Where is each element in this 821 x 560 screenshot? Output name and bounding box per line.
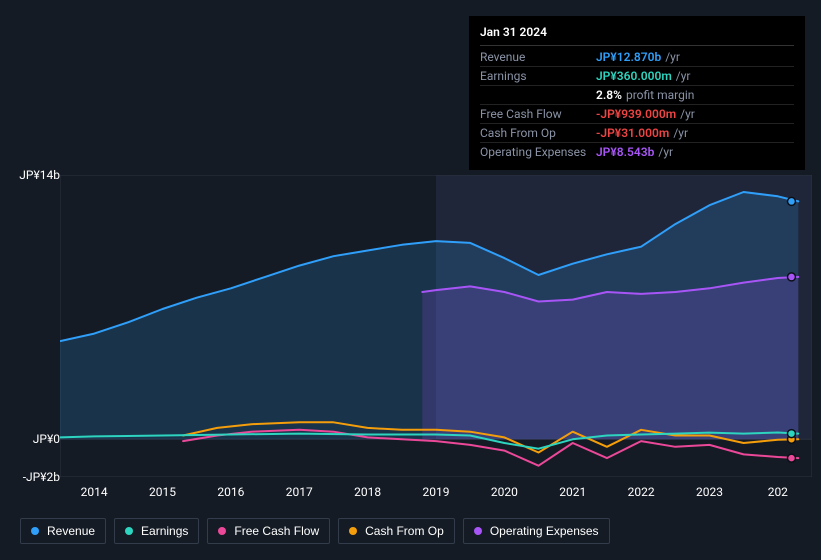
legend-item-revenue[interactable]: Revenue [20, 518, 106, 544]
tooltip-date: Jan 31 2024 [480, 25, 794, 46]
tooltip-row: Operating ExpensesJP¥8.543b/yr [480, 143, 794, 161]
x-axis-tick-label: 2020 [491, 485, 518, 499]
tooltip-value: 2.8% [596, 88, 622, 102]
y-axis-tick-label: -JP¥2b [23, 470, 60, 484]
chart-plot[interactable] [60, 175, 812, 477]
legend-label: Free Cash Flow [234, 524, 319, 538]
tooltip-row: Free Cash Flow-JP¥939.000m/yr [480, 105, 794, 124]
financials-chart: Jan 31 2024 RevenueJP¥12.870b/yrEarnings… [0, 0, 821, 560]
tooltip-suffix: /yr [665, 50, 680, 64]
legend-swatch [31, 527, 39, 535]
tooltip-suffix: /yr [676, 69, 691, 83]
x-axis-tick-label: 2022 [628, 485, 655, 499]
tooltip-suffix: profit margin [626, 88, 694, 102]
x-axis-tick-label: 2021 [559, 485, 586, 499]
x-axis-tick-label: 2017 [286, 485, 313, 499]
legend-swatch [218, 527, 226, 535]
tooltip-value: JP¥12.870b [596, 50, 661, 64]
legend-item-cash-from-op[interactable]: Cash From Op [338, 518, 455, 544]
tooltip-row: EarningsJP¥360.000m/yr [480, 67, 794, 86]
legend-item-operating-expenses[interactable]: Operating Expenses [463, 518, 610, 544]
tooltip-row: 2.8% profit margin [480, 86, 794, 105]
x-axis-tick-label: 202 [768, 485, 788, 499]
tooltip-suffix: /yr [673, 126, 688, 140]
tooltip-suffix: /yr [680, 107, 695, 121]
tooltip-rows: RevenueJP¥12.870b/yrEarningsJP¥360.000m/… [480, 48, 794, 161]
tooltip-label: Operating Expenses [480, 145, 596, 159]
chart-legend: Revenue Earnings Free Cash Flow Cash From O… [20, 518, 610, 544]
legend-label: Operating Expenses [490, 524, 599, 538]
x-axis-tick-label: 2019 [423, 485, 450, 499]
tooltip-value: JP¥360.000m [596, 69, 672, 83]
x-axis-tick-label: 2014 [81, 485, 108, 499]
x-axis-tick-label: 2015 [149, 485, 176, 499]
tooltip-label: Earnings [480, 69, 596, 83]
legend-item-free-cash-flow[interactable]: Free Cash Flow [207, 518, 330, 544]
legend-swatch [474, 527, 482, 535]
legend-swatch [125, 527, 133, 535]
tooltip-label: Revenue [480, 50, 596, 64]
tooltip-row: Cash From Op-JP¥31.000m/yr [480, 124, 794, 143]
legend-label: Revenue [47, 524, 95, 538]
x-axis-tick-label: 2016 [217, 485, 244, 499]
tooltip-label: Cash From Op [480, 126, 596, 140]
legend-label: Earnings [141, 524, 188, 538]
y-axis-tick-label: JP¥0 [33, 432, 60, 446]
tooltip-suffix: /yr [658, 145, 673, 159]
tooltip-value: JP¥8.543b [596, 145, 654, 159]
legend-swatch [349, 527, 357, 535]
y-axis-tick-label: JP¥14b [19, 168, 60, 182]
tooltip-row: RevenueJP¥12.870b/yr [480, 48, 794, 67]
chart-tooltip: Jan 31 2024 RevenueJP¥12.870b/yrEarnings… [469, 16, 805, 170]
x-axis-tick-label: 2018 [354, 485, 381, 499]
tooltip-value: -JP¥31.000m [596, 126, 669, 140]
tooltip-value: -JP¥939.000m [596, 107, 676, 121]
tooltip-label: Free Cash Flow [480, 107, 596, 121]
legend-label: Cash From Op [365, 524, 444, 538]
legend-item-earnings[interactable]: Earnings [114, 518, 199, 544]
x-axis-tick-label: 2023 [696, 485, 723, 499]
